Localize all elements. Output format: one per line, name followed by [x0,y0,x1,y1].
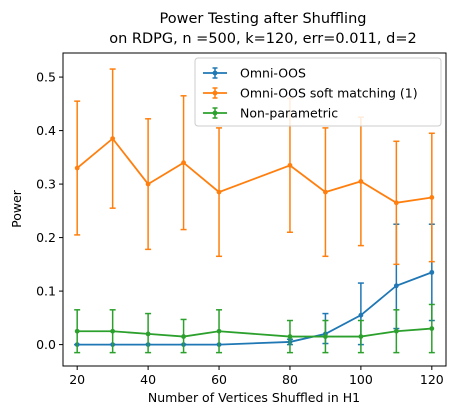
data-point [74,328,80,334]
data-point [323,334,328,339]
data-point [393,200,399,206]
y-tick-label: 0.5 [36,70,56,85]
data-point [287,334,293,339]
y-axis-label: Power [9,189,24,228]
legend-item: Non-parametric [203,106,338,121]
legend-label: Non-parametric [240,106,338,121]
series-line [77,327,432,338]
y-tick-label: 0.2 [36,230,56,245]
chart-title-line1: Power Testing after Shuffling [160,11,367,27]
chart-title-line2: on RDPG, n =500, k=120, err=0.011, d=2 [109,31,416,47]
legend-swatch-marker [212,90,218,96]
series-line [76,137,432,204]
plot-area-frame [62,52,447,367]
axis-ticks: 20 40 60 80 100 120 0.0 0.1 0.2 0.3 0.4 0.5 [36,70,444,387]
data-point [358,312,364,318]
data-point [216,328,222,334]
data-point [181,334,186,339]
chart-legend: Omni-OOS Omni-OOS soft matching (1) Non-pa… [194,57,442,127]
y-tick-label: 0.1 [36,284,56,299]
series-omni-oos [74,223,435,347]
data-point [110,328,116,334]
data-point [429,195,435,200]
x-tick-label: 40 [140,372,156,387]
legend-swatch-marker [212,70,218,76]
y-tick-label: 0.3 [36,177,56,192]
data-point [393,283,399,289]
data-point [323,189,328,195]
legend-label: Omni-OOS soft matching (1) [240,86,418,101]
data-point [110,136,116,142]
y-tick-label: 0.0 [36,337,56,352]
x-tick-label: 60 [211,372,227,387]
data-point [358,179,364,184]
x-tick-label: 100 [349,372,373,387]
data-point [216,189,222,195]
data-point [181,160,186,166]
data-point [429,326,435,331]
legend-label: Omni-OOS [240,66,306,81]
data-point [358,334,364,339]
series-omni-oos-soft-matching-1- [74,68,435,266]
legend-item: Omni-OOS soft matching (1) [203,86,418,101]
data-point [145,331,151,337]
y-tick-label: 0.4 [36,123,56,138]
data-point [145,181,151,187]
x-tick-label: 120 [420,372,444,387]
x-tick-label: 80 [282,372,298,387]
data-point [74,165,80,171]
legend-box [194,57,442,127]
data-point [287,162,293,168]
data-point [429,269,435,275]
chart-series [74,68,435,354]
data-point [393,328,399,334]
x-axis-label: Number of Vertices Shuffled in H1 [148,390,360,405]
series-non-parametric [74,303,435,354]
legend-item: Omni-OOS [203,66,306,81]
legend-swatch-marker [212,110,218,116]
series-line [77,271,433,346]
x-tick-label: 20 [69,372,85,387]
